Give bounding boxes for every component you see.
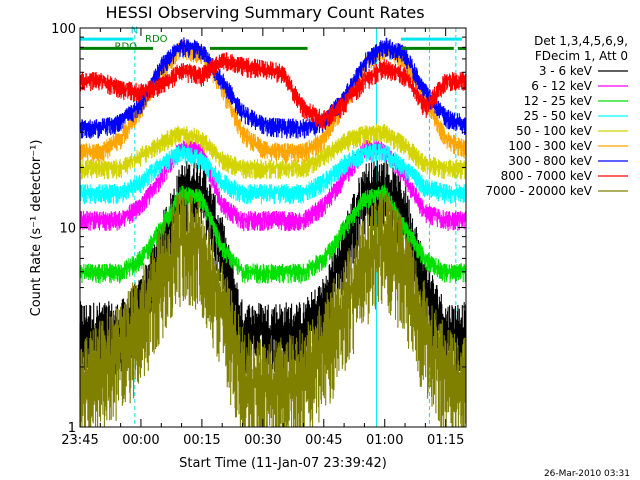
y-axis: 1 10 100 — [51, 22, 466, 436]
x-tick-label-3: 00:30 — [244, 433, 281, 448]
legend-label-3: 25 - 50 keV — [524, 109, 593, 123]
x-axis-label: Start Time (11-Jan-07 23:39:42) — [179, 456, 387, 471]
x-tick-label-0: 23:45 — [61, 433, 98, 448]
legend-label-0: 3 - 6 keV — [539, 64, 593, 78]
annotation-2: RDO — [115, 42, 138, 53]
annotation-0: N — [131, 25, 138, 36]
chart-title: HESSI Observing Summary Count Rates — [105, 3, 424, 22]
legend: Det 1,3,4,5,6,9, FDecim 1, Att 0 3 - 6 k… — [485, 34, 628, 198]
legend-header-line-1: Det 1,3,4,5,6,9, — [534, 34, 628, 48]
y-tick-label-0: 1 — [68, 421, 76, 436]
x-tick-label-2: 00:15 — [183, 433, 220, 448]
legend-label-4: 50 - 100 keV — [516, 124, 593, 138]
x-tick-label-4: 00:45 — [305, 433, 342, 448]
annotation-1: RDO — [145, 34, 168, 45]
legend-header-line-2: FDecim 1, Att 0 — [535, 49, 628, 63]
x-tick-label-6: 01:15 — [427, 433, 464, 448]
footer-timestamp: 26-Mar-2010 03:31 — [544, 469, 630, 479]
legend-label-2: 12 - 25 keV — [524, 94, 593, 108]
legend-label-8: 7000 - 20000 keV — [485, 184, 592, 198]
y-tick-label-1: 10 — [59, 222, 76, 237]
y-axis-label: Count Rate (s⁻¹ detector⁻¹) — [29, 140, 44, 317]
x-axis: 23:45 00:00 00:15 00:30 00:45 01:00 01:15 — [61, 28, 467, 448]
legend-label-1: 6 - 12 keV — [531, 79, 593, 93]
legend-label-5: 100 - 300 keV — [508, 139, 592, 153]
plot-area: N RDO RDO — [79, 25, 467, 427]
legend-label-6: 300 - 800 keV — [508, 154, 592, 168]
y-tick-label-2: 100 — [51, 22, 76, 37]
legend-label-7: 800 - 7000 keV — [501, 169, 593, 183]
x-tick-label-1: 00:00 — [122, 433, 159, 448]
x-tick-label-5: 01:00 — [366, 433, 403, 448]
